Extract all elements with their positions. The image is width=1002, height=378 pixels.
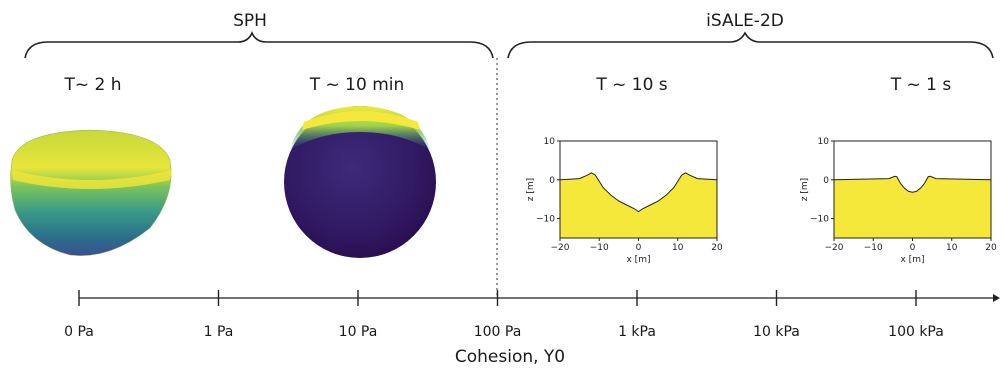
x-tick-label: 0: [636, 243, 642, 253]
cohesion-axis-title: Cohesion, Y0: [455, 347, 565, 367]
brace-sph: [24, 31, 494, 59]
cohesion-tick-label: 1 kPa: [618, 324, 656, 340]
crater-plot-10s: −20 −10 0 10 20 10 0 −10 x [m] z [m]: [526, 137, 723, 265]
cohesion-axis-ticks: 0 Pa 1 Pa 10 Pa 100 Pa 1 kPa 10 kPa 100 kPa: [64, 290, 944, 340]
sph-body-flattened: [10, 129, 172, 256]
time-label-10s: T ~ 10 s: [595, 75, 667, 95]
y-tick-label: 0: [823, 176, 829, 186]
cohesion-tick-label: 100 Pa: [474, 324, 522, 340]
x-axis-label: x [m]: [901, 255, 925, 265]
y-axis-label: z [m]: [526, 178, 536, 201]
cohesion-tick-label: 10 Pa: [339, 324, 378, 340]
cohesion-axis-arrow: [993, 294, 1000, 302]
y-tick-label: 10: [818, 137, 830, 147]
cohesion-tick-label: 10 kPa: [753, 324, 800, 340]
cohesion-tick-label: 1 Pa: [204, 324, 234, 340]
y-axis-label: z [m]: [800, 178, 810, 201]
sph-body-sphere: [284, 106, 436, 258]
time-label-10min: T ~ 10 min: [309, 75, 405, 95]
x-tick-label: 20: [985, 243, 997, 253]
time-label-1s: T ~ 1 s: [890, 75, 952, 95]
x-tick-label: −20: [825, 243, 844, 253]
x-tick-label: −20: [551, 243, 570, 253]
group-label-isale: iSALE-2D: [706, 11, 784, 31]
group-label-sph: SPH: [233, 11, 267, 31]
x-tick-label: 0: [910, 243, 916, 253]
crater-profile-line: [559, 172, 718, 213]
target-fill: [834, 176, 991, 238]
x-tick-label: −10: [864, 243, 883, 253]
x-tick-label: 20: [711, 243, 723, 253]
crater-profile-line: [833, 175, 992, 193]
time-label-2h: T~ 2 h: [63, 75, 121, 95]
x-tick-label: −10: [590, 243, 609, 253]
brace-isale: [507, 31, 994, 59]
cohesion-tick-label: 100 kPa: [888, 324, 944, 340]
target-fill: [560, 172, 717, 238]
y-tick-label: −10: [536, 215, 555, 225]
y-tick-label: 10: [544, 137, 556, 147]
x-tick-label: 10: [672, 243, 684, 253]
crater-plot-1s: −20 −10 0 10 20 10 0 −10 x [m] z [m]: [800, 137, 997, 265]
y-tick-label: −10: [810, 215, 829, 225]
y-tick-label: 0: [549, 176, 555, 186]
x-tick-label: 10: [946, 243, 958, 253]
cohesion-tick-label: 0 Pa: [64, 324, 94, 340]
x-axis-label: x [m]: [627, 255, 651, 265]
